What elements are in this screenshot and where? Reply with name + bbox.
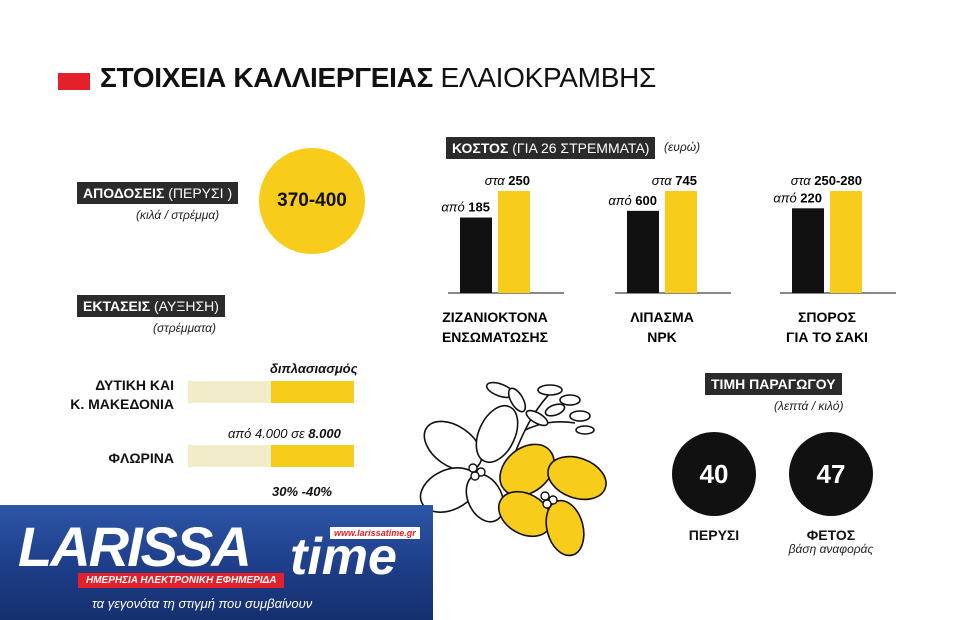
cost-label-paren: (ΓΙΑ 26 ΣΤΡΕΜΜΑΤΑ) bbox=[512, 140, 650, 156]
page-title: ΣΤΟΙΧΕΙΑ ΚΑΛΛΙΕΡΓΕΙΑΣ ΕΛΑΙΟΚΡΑΜΒΗΣ bbox=[100, 62, 656, 94]
areas-label: ΕΚΤΑΣΕΙΣ bbox=[83, 298, 151, 314]
cost-category-label: ΕΝΣΩΜΑΤΩΣΗΣ bbox=[442, 329, 548, 345]
area-row-label: ΔΥΤΙΚΗ ΚΑΙ Κ. ΜΑΚΕΔΟΝΙΑ bbox=[70, 377, 174, 412]
cost-bar-to bbox=[830, 191, 862, 293]
area-bar-track bbox=[188, 381, 354, 403]
cost-value-from: από 185 bbox=[441, 200, 490, 215]
yields-label-paren: (ΠΕΡΥΣΙ ) bbox=[168, 185, 233, 201]
cost-value-to: στα 250-280 bbox=[791, 173, 862, 188]
cost-category-label: ΛΙΠΑΣΜΑ bbox=[630, 309, 694, 325]
price-circle-this-year: 47 bbox=[789, 432, 873, 516]
price-sub-this-year: βάση αναφοράς bbox=[788, 542, 874, 556]
cost-chart: από 185 στα 250 ΖΙΖΑΝΙΟΚΤΟΝΑ ΕΝΣΩΜΑΤΩΣΗΣ από… bbox=[441, 173, 896, 345]
logo-name: LARISSA bbox=[18, 515, 252, 578]
logo-tagline: τα γεγονότα τη στιγμή που συμβαίνουν bbox=[92, 596, 313, 611]
logo-banner bbox=[0, 505, 433, 620]
yields-tag: ΑΠΟΔΟΣΕΙΣ (ΠΕΡΥΣΙ ) bbox=[77, 182, 239, 204]
title-bold: ΣΤΟΙΧΕΙΑ ΚΑΛΛΙΕΡΓΕΙΑΣ bbox=[100, 62, 434, 93]
cost-category-label: ΓΙΑ ΤΟ ΣΑΚΙ bbox=[786, 329, 868, 345]
cost-value-from: από 220 bbox=[773, 190, 822, 205]
area-row-note: 30% -40% bbox=[272, 484, 332, 499]
price-label-this-year: ΦΕΤΟΣ bbox=[806, 527, 856, 543]
price-tag: ΤΙΜΗ ΠΑΡΑΓΩΓΟΥ bbox=[705, 373, 842, 395]
areas-tag: ΕΚΤΑΣΕΙΣ (ΑΥΞΗΣΗ) bbox=[77, 295, 225, 317]
cost-tag: ΚΟΣΤΟΣ (ΓΙΑ 26 ΣΤΡΕΜΜΑΤΑ) bbox=[446, 137, 656, 159]
area-row-note: από 4.000 σε 8.000 bbox=[228, 426, 341, 441]
logo-strip: ΗΜΕΡΗΣΙΑ ΗΛΕΚΤΡΟΝΙΚΗ ΕΦΗΜΕΡΙΔΑ bbox=[78, 573, 285, 588]
area-row-note: διπλασιασμός bbox=[270, 361, 358, 376]
cost-category-label: ΣΠΟΡΟΣ bbox=[798, 309, 856, 325]
title-marker bbox=[58, 73, 90, 90]
area-row-label: ΦΛΩΡΙΝΑ bbox=[108, 450, 174, 466]
cost-bar-to bbox=[665, 191, 697, 293]
price-label: ΤΙΜΗ ΠΑΡΑΓΩΓΟΥ bbox=[711, 376, 836, 392]
title-light: ΕΛΑΙΟΚΡΑΜΒΗΣ bbox=[440, 62, 657, 93]
price-unit: (λεπτά / κιλό) bbox=[774, 399, 844, 413]
area-bar-track bbox=[188, 445, 354, 467]
cost-value-to: στα 250 bbox=[485, 173, 530, 188]
cost-category-label: NPK bbox=[647, 329, 677, 345]
flower-illustration bbox=[419, 381, 607, 557]
cost-bar-to bbox=[498, 191, 530, 293]
price-label-last-year: ΠΕΡΥΣΙ bbox=[688, 527, 740, 543]
yields-unit: (κιλά / στρέμμα) bbox=[136, 208, 220, 222]
area-bar-fill bbox=[271, 381, 354, 403]
areas-label-paren: (ΑΥΞΗΣΗ) bbox=[154, 298, 219, 314]
yields-value: 370-400 bbox=[277, 190, 347, 211]
cost-unit: (ευρώ) bbox=[664, 140, 701, 154]
yields-value-circle: 370-400 bbox=[259, 148, 365, 254]
cost-bar-from bbox=[460, 217, 492, 293]
logo-url: www.larissatime.gr bbox=[330, 527, 420, 539]
area-bar-fill bbox=[271, 445, 354, 467]
areas-unit: (στρέμματα) bbox=[153, 321, 217, 335]
cost-value-from: από 600 bbox=[608, 193, 657, 208]
cost-bar-from bbox=[627, 210, 659, 293]
yields-label: ΑΠΟΔΟΣΕΙΣ bbox=[83, 185, 165, 201]
price-circle-last-year: 40 bbox=[672, 432, 756, 516]
cost-value-to: στα 745 bbox=[652, 173, 697, 188]
cost-category-label: ΖΙΖΑΝΙΟΚΤΟΝΑ bbox=[442, 309, 548, 325]
cost-bar-from bbox=[792, 208, 824, 293]
cost-label: ΚΟΣΤΟΣ bbox=[452, 140, 509, 156]
